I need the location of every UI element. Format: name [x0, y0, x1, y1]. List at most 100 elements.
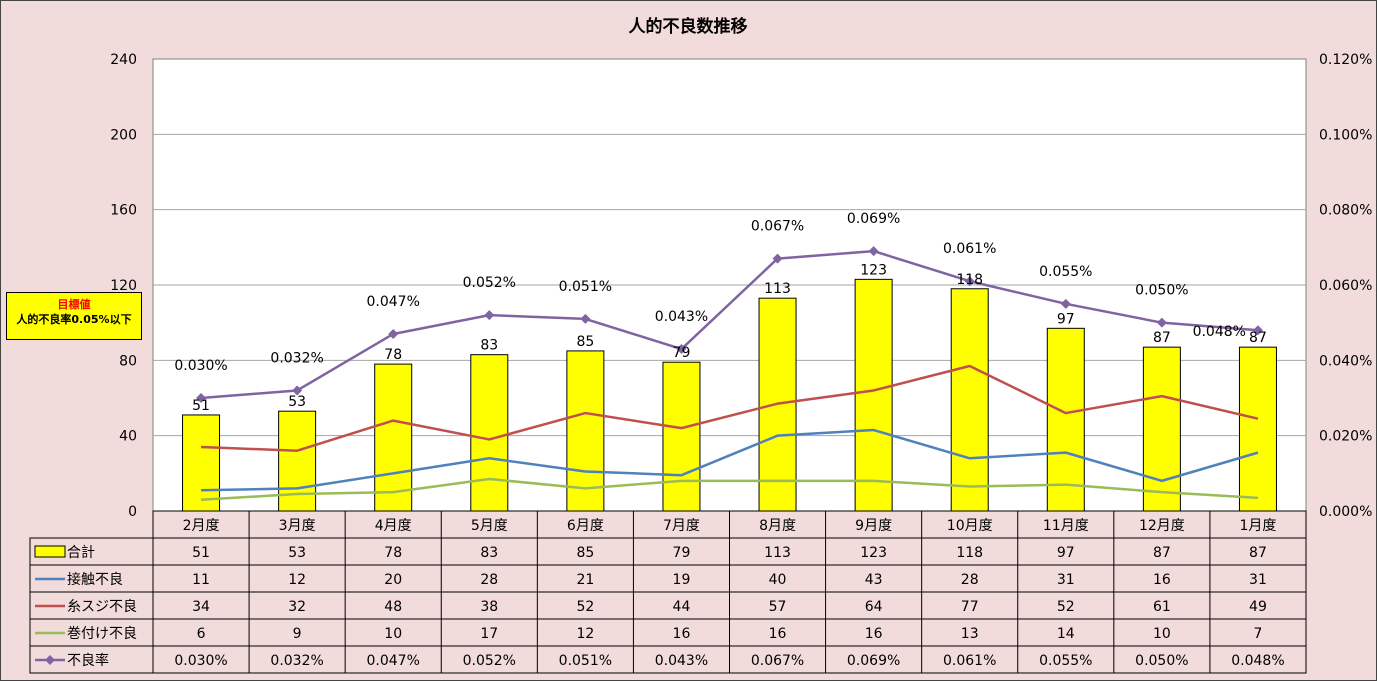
series-line — [200, 477, 1259, 501]
bar — [1142, 346, 1181, 512]
table-cell-value: 17 — [480, 626, 498, 642]
table-cell-value: 87 — [1153, 545, 1171, 561]
table-cell-value: 16 — [1153, 572, 1171, 588]
rate-marker — [868, 246, 879, 257]
right-axis-tick-label: 0.120% — [1319, 52, 1372, 68]
series-name: 糸スジ不良 — [67, 599, 137, 615]
table-cell-value: 9 — [293, 626, 302, 642]
series-name: 不良率 — [67, 652, 109, 669]
category-label: 9月度 — [855, 518, 892, 534]
table-cell-value: 51 — [192, 545, 210, 561]
rate-marker — [1252, 325, 1263, 336]
table-cell-value: 19 — [673, 572, 691, 588]
left-axis-tick-label: 160 — [110, 203, 137, 219]
table-cell-value: 16 — [769, 626, 787, 642]
right-axis-tick-label: 0.040% — [1319, 353, 1372, 369]
category-label: 5月度 — [471, 518, 508, 534]
rate-data-label: 0.052% — [463, 275, 516, 291]
table-cell-value: 11 — [192, 572, 210, 588]
table-cell-value: 57 — [769, 599, 787, 615]
table-cell-value: 20 — [384, 572, 402, 588]
table-cell-value: 0.067% — [751, 653, 804, 669]
bar-data-label: 78 — [384, 347, 402, 363]
bar-data-label: 79 — [673, 345, 691, 361]
table-cell-value: 118 — [956, 545, 983, 561]
rate-data-label: 0.061% — [943, 241, 996, 257]
table-cell-value: 0.047% — [367, 653, 420, 669]
bar — [566, 350, 605, 512]
table-cell-value: 0.043% — [655, 653, 708, 669]
table-row — [29, 618, 1307, 647]
legend-key-marker — [45, 655, 55, 665]
table-cell-value: 28 — [480, 572, 498, 588]
rate-data-label: 0.048% — [1193, 324, 1246, 340]
table-cell-value: 40 — [769, 572, 787, 588]
left-axis-tick-label: 240 — [110, 52, 137, 68]
target-box-text: 人的不良率0.05%以下 — [16, 313, 132, 326]
rate-data-label: 0.032% — [270, 350, 323, 366]
category-label: 4月度 — [375, 518, 412, 534]
table-cell-value: 79 — [673, 545, 691, 561]
right-axis-tick-label: 0.020% — [1319, 429, 1372, 445]
table-cell-value: 0.069% — [847, 653, 900, 669]
table-cell-value: 38 — [480, 599, 498, 615]
rate-data-label: 0.067% — [751, 219, 804, 235]
rate-data-label: 0.030% — [174, 358, 227, 374]
table-cell-value: 48 — [384, 599, 402, 615]
rate-data-label: 0.047% — [367, 294, 420, 310]
table-row — [29, 537, 1307, 566]
table-cell-value: 0.051% — [559, 653, 612, 669]
table-cell-value: 14 — [1057, 626, 1075, 642]
rate-marker — [292, 385, 303, 396]
table-cell-value: 49 — [1249, 599, 1267, 615]
rate-data-label: 0.051% — [559, 279, 612, 295]
table-row — [29, 591, 1307, 620]
table-cell-value: 0.048% — [1231, 653, 1284, 669]
table-cell-value: 123 — [860, 545, 887, 561]
table-cell-value: 16 — [673, 626, 691, 642]
category-label: 11月度 — [1043, 518, 1089, 534]
rate-marker — [676, 344, 687, 355]
bar-data-label: 118 — [956, 272, 983, 288]
bar-data-label: 87 — [1249, 330, 1267, 346]
table-cell-value: 52 — [1057, 599, 1075, 615]
target-box-title: 目標値 — [57, 298, 91, 311]
series-name: 巻付け不良 — [67, 626, 137, 642]
rate-marker — [484, 310, 495, 321]
rate-data-label: 0.055% — [1039, 264, 1092, 280]
table-row — [29, 564, 1307, 593]
table-cell-value: 83 — [480, 545, 498, 561]
category-label: 3月度 — [279, 518, 316, 534]
bar — [854, 278, 893, 512]
category-label: 2月度 — [183, 518, 220, 534]
table-cell-value: 16 — [865, 626, 883, 642]
table-cell-value: 31 — [1057, 572, 1075, 588]
bar-data-label: 113 — [764, 281, 791, 297]
table-cell-value: 10 — [1153, 626, 1171, 642]
table-cell-value: 0.052% — [463, 653, 516, 669]
table-cell-value: 21 — [576, 572, 594, 588]
rate-marker — [580, 313, 591, 324]
table-cell-value: 44 — [673, 599, 691, 615]
category-label: 1月度 — [1239, 518, 1276, 534]
series-line — [200, 364, 1259, 452]
category-label: 7月度 — [663, 518, 700, 534]
table-cell-value: 32 — [288, 599, 306, 615]
table-cell-value: 0.030% — [174, 653, 227, 669]
bar — [1238, 346, 1277, 512]
table-cell-value: 43 — [865, 572, 883, 588]
category-label: 8月度 — [759, 518, 796, 534]
bar — [182, 414, 221, 512]
bar — [374, 363, 413, 512]
left-axis-tick-label: 80 — [119, 353, 137, 369]
series-line — [201, 428, 1259, 492]
bar — [1046, 327, 1085, 512]
table-cell-value: 0.032% — [270, 653, 323, 669]
left-axis-tick-label: 200 — [110, 127, 137, 143]
table-cell-value: 28 — [961, 572, 979, 588]
table-cell-value: 7 — [1253, 626, 1262, 642]
rate-marker — [196, 393, 207, 403]
bar-data-label: 123 — [860, 262, 887, 278]
table-cell-value: 12 — [576, 626, 594, 642]
